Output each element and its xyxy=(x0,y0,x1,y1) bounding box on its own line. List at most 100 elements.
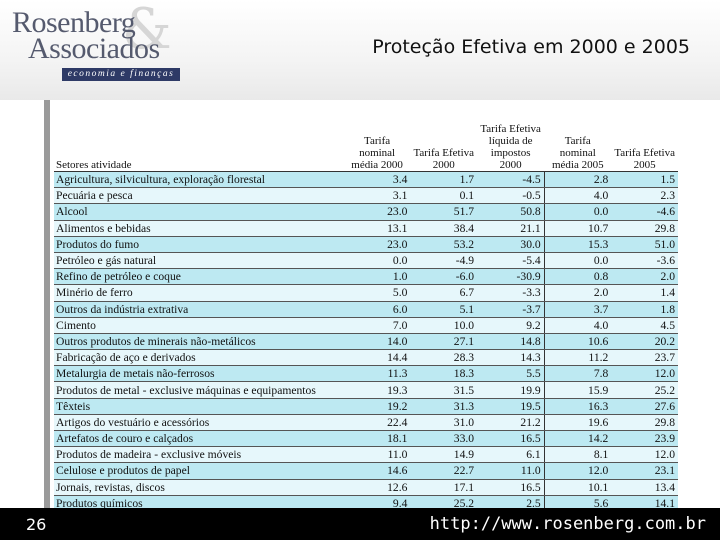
header-sector: Setores atividade xyxy=(54,100,344,172)
value-cell: 22.7 xyxy=(410,462,478,480)
sector-cell: Artigos do vestuário e acessórios xyxy=(54,414,344,432)
value-cell: 2.3 xyxy=(611,187,678,205)
value-cell: -6.0 xyxy=(410,268,478,286)
value-cell: 11.2 xyxy=(543,349,612,367)
sector-cell: Produtos de madeira - exclusive móveis xyxy=(54,446,344,464)
table-row: Produtos de madeira - exclusive móveis 11… xyxy=(54,446,678,464)
value-cell: 5.0 xyxy=(343,284,411,302)
value-cell: -4.6 xyxy=(611,203,678,221)
value-cell: 51.7 xyxy=(410,203,478,221)
value-cell: 2.5 xyxy=(477,495,545,510)
value-cell: 2.8 xyxy=(543,171,612,189)
value-cell: 7.0 xyxy=(343,317,411,334)
table-row: Produtos de metal - exclusive máquinas e… xyxy=(54,381,678,399)
table-image: Setores atividade Tarifa nominal média 2… xyxy=(44,100,692,510)
value-cell: 18.3 xyxy=(410,365,478,383)
value-cell: 16.5 xyxy=(477,430,545,448)
value-cell: 38.4 xyxy=(410,220,478,237)
sector-cell: Outros da indústria extrativa xyxy=(54,301,344,318)
value-cell: -3.7 xyxy=(477,301,545,318)
value-cell: 16.3 xyxy=(543,398,612,415)
sector-cell: Minério de ferro xyxy=(54,284,344,302)
value-cell: 25.2 xyxy=(410,495,478,510)
value-cell: 9.4 xyxy=(343,495,411,510)
sector-cell: Produtos de metal - exclusive máquinas e… xyxy=(54,381,344,399)
sector-cell: Produtos químicos xyxy=(54,495,344,510)
sector-cell: Metalurgia de metais não-ferrosos xyxy=(54,365,344,383)
value-cell: 23.0 xyxy=(343,203,411,221)
sector-cell: Outros produtos de minerais não-metálico… xyxy=(54,333,344,351)
value-cell: 17.1 xyxy=(410,479,478,496)
value-cell: 0.1 xyxy=(410,187,478,205)
sector-cell: Alimentos e bebidas xyxy=(54,220,344,237)
logo-line-1: Rosenberg xyxy=(12,6,136,39)
value-cell: 21.1 xyxy=(477,220,545,237)
sector-cell: Refino de petróleo e coque xyxy=(54,268,344,286)
value-cell: 14.9 xyxy=(410,446,478,464)
sector-cell: Fabricação de aço e derivados xyxy=(54,349,344,367)
value-cell: 3.1 xyxy=(343,187,411,205)
header-effective-net-2000: Tarifa Efetiva líquida de impostos 2000 xyxy=(477,100,545,172)
value-cell: 0.0 xyxy=(543,203,612,221)
value-cell: -0.5 xyxy=(477,187,545,205)
header-nominal-2005: Tarifa nominal média 2005 xyxy=(544,100,612,172)
table-row: Produtos químicos 9.4 25.2 2.5 5.6 14.1 xyxy=(54,495,678,510)
value-cell: 2.0 xyxy=(543,284,612,302)
value-cell: 4.5 xyxy=(611,317,678,334)
value-cell: 14.2 xyxy=(543,430,612,448)
value-cell: 3.4 xyxy=(343,171,411,189)
value-cell: 18.1 xyxy=(343,430,411,448)
table-row: Artefatos de couro e calçados 18.1 33.0 16.… xyxy=(54,430,678,448)
sector-cell: Cimento xyxy=(54,317,344,334)
value-cell: 9.2 xyxy=(477,317,545,334)
table-row: Outros da indústria extrativa 6.0 5.1 -3.7 3… xyxy=(54,301,678,318)
value-cell: 4.0 xyxy=(543,187,612,205)
value-cell: 13.4 xyxy=(611,479,678,496)
slide-title: Proteção Efetiva em 2000 e 2005 xyxy=(372,36,690,58)
value-cell: 19.5 xyxy=(477,398,545,415)
value-cell: 5.5 xyxy=(477,365,545,383)
value-cell: 12.0 xyxy=(611,365,678,383)
table-row: Artigos do vestuário e acessórios 22.4 31.… xyxy=(54,414,678,432)
value-cell: 14.8 xyxy=(477,333,545,351)
value-cell: 19.9 xyxy=(477,381,545,399)
value-cell: 22.4 xyxy=(343,414,411,432)
value-cell: 29.8 xyxy=(611,414,678,432)
value-cell: 25.2 xyxy=(611,381,678,399)
value-cell: 6.7 xyxy=(410,284,478,302)
table-row: Metalurgia de metais não-ferrosos 11.3 18.… xyxy=(54,365,678,383)
sector-cell: Têxteis xyxy=(54,398,344,415)
value-cell: 16.5 xyxy=(477,479,545,496)
table-row: Agricultura, silvicultura, exploração fl… xyxy=(54,171,678,189)
logo-tagline: economia e finanças xyxy=(62,68,180,81)
header-nominal-2000: Tarifa nominal média 2000 xyxy=(343,100,411,172)
table-row: Alimentos e bebidas 13.1 38.4 21.1 10.7 29.8 xyxy=(54,220,678,237)
sector-cell: Petróleo e gás natural xyxy=(54,252,344,270)
value-cell: -3.6 xyxy=(611,252,678,270)
table-row: Produtos do fumo 23.0 53.2 30.0 15.3 51.0 xyxy=(54,236,678,253)
value-cell: -4.9 xyxy=(410,252,478,270)
value-cell: 31.5 xyxy=(410,381,478,399)
footer-bar: 26 http://www.rosenberg.com.br xyxy=(0,508,720,540)
value-cell: 23.1 xyxy=(611,462,678,480)
header-effective-2005: Tarifa Efetiva 2005 xyxy=(611,100,678,172)
value-cell: 19.6 xyxy=(543,414,612,432)
table-row: Cimento 7.0 10.0 9.2 4.0 4.5 xyxy=(54,317,678,334)
value-cell: 21.2 xyxy=(477,414,545,432)
value-cell: 31.0 xyxy=(410,414,478,432)
value-cell: 30.0 xyxy=(477,236,545,253)
sector-cell: Artefatos de couro e calçados xyxy=(54,430,344,448)
value-cell: 0.8 xyxy=(543,268,612,286)
value-cell: 6.0 xyxy=(343,301,411,318)
value-cell: 12.0 xyxy=(543,462,612,480)
value-cell: 1.7 xyxy=(410,171,478,189)
table-header-row: Setores atividade Tarifa nominal média 2… xyxy=(54,100,678,172)
value-cell: 10.0 xyxy=(410,317,478,334)
sector-cell: Pecuária e pesca xyxy=(54,187,344,205)
value-cell: 15.9 xyxy=(543,381,612,399)
tariff-table: Setores atividade Tarifa nominal média 2… xyxy=(54,100,678,510)
value-cell: 0.0 xyxy=(343,252,411,270)
header-effective-2000: Tarifa Efetiva 2000 xyxy=(410,100,478,172)
value-cell: 53.2 xyxy=(410,236,478,253)
